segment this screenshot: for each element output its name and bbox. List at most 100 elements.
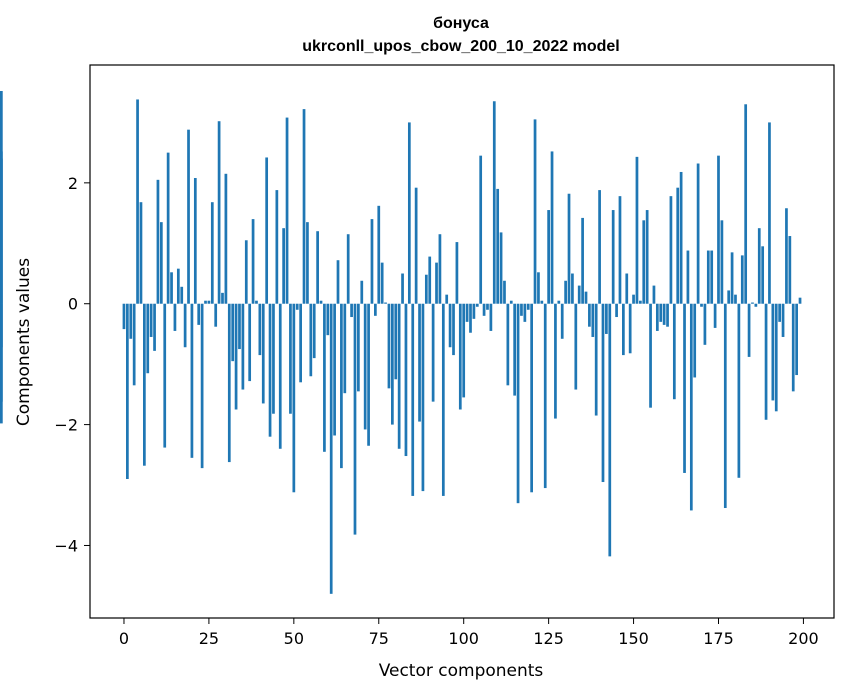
bar-162: [672, 303, 676, 400]
bar-59: [323, 303, 326, 452]
bar-70: [360, 280, 364, 304]
bar-103: [472, 303, 476, 319]
bar-133: [574, 303, 578, 390]
bar-90: [428, 256, 432, 304]
bar-107: [486, 303, 489, 310]
bar-undefined: [0, 158, 3, 304]
bar-161: [669, 196, 673, 304]
bar-25: [207, 300, 211, 304]
bar-63: [336, 260, 340, 304]
bar-2: [129, 303, 133, 339]
bar-15: [173, 303, 177, 331]
bar-47: [282, 228, 285, 304]
bar-89: [424, 274, 428, 304]
bar-168: [693, 303, 697, 378]
bar-56: [312, 303, 316, 359]
bar-157: [655, 303, 659, 331]
bar-114: [509, 300, 513, 304]
bar-77: [384, 302, 387, 304]
bar-73: [370, 219, 374, 304]
y-tick-label: 0: [68, 295, 78, 314]
bar-5: [139, 202, 143, 304]
bar-106: [482, 303, 486, 316]
bar-119: [526, 303, 530, 310]
bar-129: [560, 303, 564, 339]
x-tick-label: 175: [703, 629, 734, 648]
bar-158: [659, 303, 663, 322]
bar-62: [333, 303, 336, 436]
bar-undefined: [0, 303, 3, 402]
bar-61: [329, 303, 333, 594]
bar-183: [744, 104, 748, 304]
bar-49: [289, 303, 292, 414]
bar-75: [377, 205, 381, 304]
bar-74: [374, 303, 377, 316]
plot-frame: [89, 64, 835, 619]
bar-32: [231, 303, 235, 362]
bar-48: [285, 117, 289, 304]
y-tick-label: 2: [68, 174, 78, 193]
x-tick-label: 150: [618, 629, 649, 648]
bar-145: [615, 303, 618, 318]
bar-35: [241, 303, 245, 390]
bar-60: [326, 303, 330, 336]
bar-66: [346, 234, 350, 304]
bar-88: [421, 303, 425, 492]
bar-176: [720, 220, 724, 304]
bar-97: [452, 303, 455, 356]
bar-21: [193, 178, 197, 304]
bar-91: [431, 303, 435, 402]
bar-111: [499, 232, 503, 304]
bar-109: [492, 101, 496, 304]
bar-87: [418, 303, 421, 422]
bar-165: [683, 303, 686, 473]
bar-30: [224, 173, 228, 304]
bar-137: [588, 303, 591, 327]
bar-55: [309, 303, 313, 377]
bar-155: [649, 303, 652, 408]
bar-178: [727, 290, 731, 304]
bar-57: [316, 231, 319, 304]
bar-33: [234, 303, 238, 410]
bar-23: [200, 303, 204, 469]
bar-80: [394, 303, 398, 380]
bar-102: [469, 303, 472, 333]
bar-20: [190, 303, 194, 458]
bar-43: [268, 303, 272, 437]
bar-116: [516, 303, 520, 504]
bar-83: [404, 303, 408, 457]
bar-18: [183, 303, 187, 348]
bar-72: [367, 303, 370, 446]
bar-29: [221, 292, 224, 304]
bar-123: [540, 300, 544, 304]
bar-112: [503, 280, 506, 304]
bar-58: [319, 300, 323, 304]
bar-115: [513, 303, 517, 396]
bar-86: [414, 187, 418, 304]
bar-65: [343, 303, 347, 394]
bar-0: [122, 303, 126, 330]
bar-143: [608, 303, 612, 557]
x-tick-label: 50: [284, 629, 304, 648]
bar-186: [754, 303, 758, 307]
bars-group: [0, 90, 802, 594]
bar-174: [713, 303, 717, 328]
bar-169: [696, 163, 700, 304]
bar-22: [197, 303, 201, 325]
y-axis-label: Components values: [14, 258, 34, 426]
bar-191: [771, 303, 775, 401]
bar-192: [774, 303, 778, 412]
bar-130: [564, 280, 567, 304]
bar-36: [244, 240, 248, 304]
bar-99: [458, 303, 462, 410]
bar-131: [567, 193, 571, 304]
bar-125: [547, 210, 550, 304]
x-axis-label: Vector components: [379, 661, 544, 681]
bar-148: [625, 273, 629, 304]
bar-19: [187, 129, 190, 304]
bar-198: [795, 303, 798, 376]
bar-85: [411, 303, 415, 496]
bar-182: [740, 255, 744, 304]
bar-68: [353, 303, 357, 535]
